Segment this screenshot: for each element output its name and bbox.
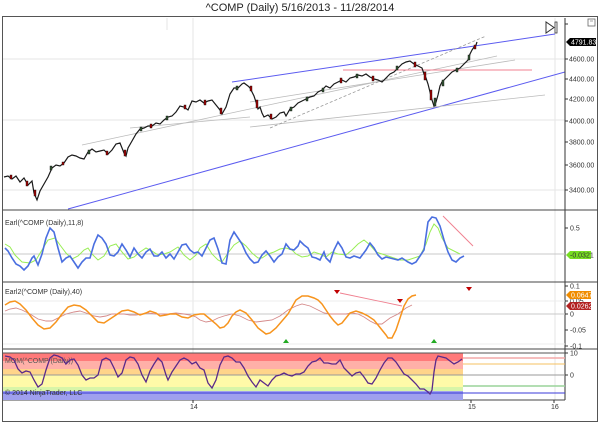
buy-marker-1 — [283, 339, 289, 343]
earl2-y-tick-0: 0 — [570, 312, 574, 319]
gray-trendline-1[interactable] — [81, 55, 498, 146]
x-tick-15: 15 — [468, 404, 476, 411]
chart-frame — [2, 16, 598, 422]
price-series — [3, 41, 478, 202]
earl2-y-tick-0.1: 0.1 — [570, 284, 580, 291]
x-axis: 14 15 16 — [190, 400, 559, 411]
earl2-value-tag-1 — [566, 291, 591, 299]
last-price-tag — [566, 38, 596, 46]
dashed-trendline[interactable] — [269, 35, 487, 129]
panel-menu-icon[interactable] — [587, 18, 596, 27]
y-tick-3800: 3800.00 — [569, 140, 594, 147]
earl2-y-tick-minus-0.05: -0.05 — [570, 328, 586, 335]
x-tick-14: 14 — [190, 404, 198, 411]
y-tick-4600: 4600.00 — [569, 57, 594, 64]
chart-title: ^COMP (Daily) 5/16/2013 - 11/28/2014 — [205, 2, 395, 14]
blue-lower-trendline[interactable] — [67, 71, 565, 210]
sell-marker-1 — [334, 290, 340, 294]
y-tick-3400: 3400.00 — [569, 188, 594, 195]
earl2-value-label-1: 0.0647 — [571, 293, 593, 300]
earl2-divergence-line[interactable] — [339, 292, 403, 307]
earl2-panel: Earl2(^COMP (Daily),40) 0.1 0.05 0 -0.05… — [3, 284, 593, 351]
earl-signal-line — [4, 223, 461, 264]
earl2-line — [4, 294, 417, 339]
price-axis: 4600.00 4400.00 4200.00 4000.00 3800.00 … — [565, 23, 596, 195]
mom-panel: MOM(^COMP (Daily)) © 2014 NinjaTrader, L… — [3, 351, 578, 400]
sell-marker-3 — [466, 287, 472, 291]
y-tick-4200: 4200.00 — [569, 97, 594, 104]
scroll-to-end-icon[interactable] — [545, 21, 558, 34]
earl-value-label: -0.0321 — [570, 253, 594, 260]
earl-line — [4, 216, 465, 272]
mom-panel-label: MOM(^COMP (Daily)) — [5, 358, 73, 365]
earl2-y-tick-minus-0.1: -0.1 — [570, 344, 582, 351]
mom-y-tick-0: 0 — [570, 373, 574, 380]
candle-bodies — [9, 44, 477, 197]
blue-upper-trendline[interactable] — [231, 33, 556, 83]
last-price-label: 4791.83 — [571, 40, 596, 47]
gray-trendline-3[interactable] — [249, 94, 546, 128]
buy-marker-2 — [431, 339, 437, 343]
copyright-text: © 2014 NinjaTrader, LLC — [5, 389, 82, 397]
y-tick-4400: 4400.00 — [569, 77, 594, 84]
mom-y-tick-10: 10 — [570, 351, 578, 358]
mom-bands — [3, 353, 463, 400]
earl-panel-label: Earl(^COMP (Daily),11,8) — [5, 220, 83, 227]
earl-panel: Earl(^COMP (Daily),11,8) 0.5 -0.0321 — [3, 215, 594, 272]
earl-y-tick-0.5: 0.5 — [570, 226, 580, 233]
price-panel: 4600.00 4400.00 4200.00 4000.00 3800.00 … — [3, 18, 596, 400]
earl2-value-tag-2 — [566, 302, 591, 310]
earl-value-tag — [566, 251, 591, 259]
sell-marker-2 — [397, 299, 403, 303]
earl2-signal-line — [4, 303, 413, 325]
y-tick-4000: 4000.00 — [569, 119, 594, 126]
earl2-value-label-2: 0.0262 — [571, 304, 593, 311]
y-tick-3600: 3600.00 — [569, 163, 594, 170]
x-tick-16: 16 — [551, 404, 559, 411]
earl2-panel-label: Earl2(^COMP (Daily),40) — [5, 289, 82, 296]
mom-line — [4, 354, 463, 396]
earl-divergence-line[interactable] — [442, 215, 474, 247]
